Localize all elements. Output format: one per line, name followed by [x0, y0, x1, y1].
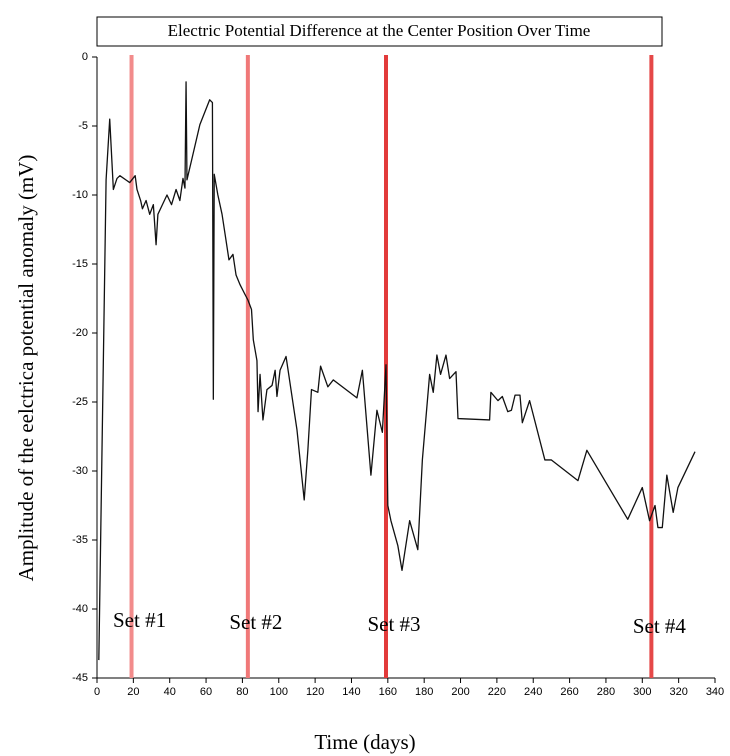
x-tick-label: 100	[270, 686, 288, 698]
x-tick-label: 300	[633, 686, 651, 698]
data-line	[98, 81, 696, 661]
y-tick-label: -45	[72, 672, 88, 684]
x-tick-label: 260	[560, 686, 578, 698]
y-tick-label: -10	[72, 189, 88, 201]
x-tick-label: 200	[451, 686, 469, 698]
x-tick-label: 60	[200, 686, 212, 698]
y-tick-label: -30	[72, 465, 88, 477]
set-label: Set #2	[229, 610, 282, 634]
x-tick-label: 180	[415, 686, 433, 698]
x-tick-label: 160	[379, 686, 397, 698]
title-box	[96, 16, 663, 47]
x-tick-label: 0	[94, 686, 100, 698]
y-tick-label: -35	[72, 534, 88, 546]
x-tick-label: 140	[342, 686, 360, 698]
y-axis-label: Amplitude of the eelctrica potential ano…	[14, 155, 38, 582]
y-tick-label: -15	[72, 258, 88, 270]
x-tick-label: 240	[524, 686, 542, 698]
y-tick-label: 0	[82, 51, 88, 63]
x-axis-label: Time (days)	[314, 730, 415, 754]
y-tick-label: -5	[78, 120, 88, 132]
x-tick-label: 340	[706, 686, 724, 698]
x-tick-label: 320	[669, 686, 687, 698]
y-tick-label: -25	[72, 396, 88, 408]
y-tick-label: -20	[72, 327, 88, 339]
x-tick-label: 40	[164, 686, 176, 698]
x-tick-label: 280	[597, 686, 615, 698]
x-tick-label: 20	[127, 686, 139, 698]
y-tick-label: -40	[72, 603, 88, 615]
set-label: Set #3	[367, 612, 420, 636]
x-tick-label: 80	[236, 686, 248, 698]
chart-title: Electric Potential Difference at the Cen…	[168, 21, 591, 40]
set-label: Set #4	[633, 614, 687, 638]
set-label: Set #1	[113, 608, 166, 632]
x-tick-label: 120	[306, 686, 324, 698]
x-tick-label: 220	[488, 686, 506, 698]
